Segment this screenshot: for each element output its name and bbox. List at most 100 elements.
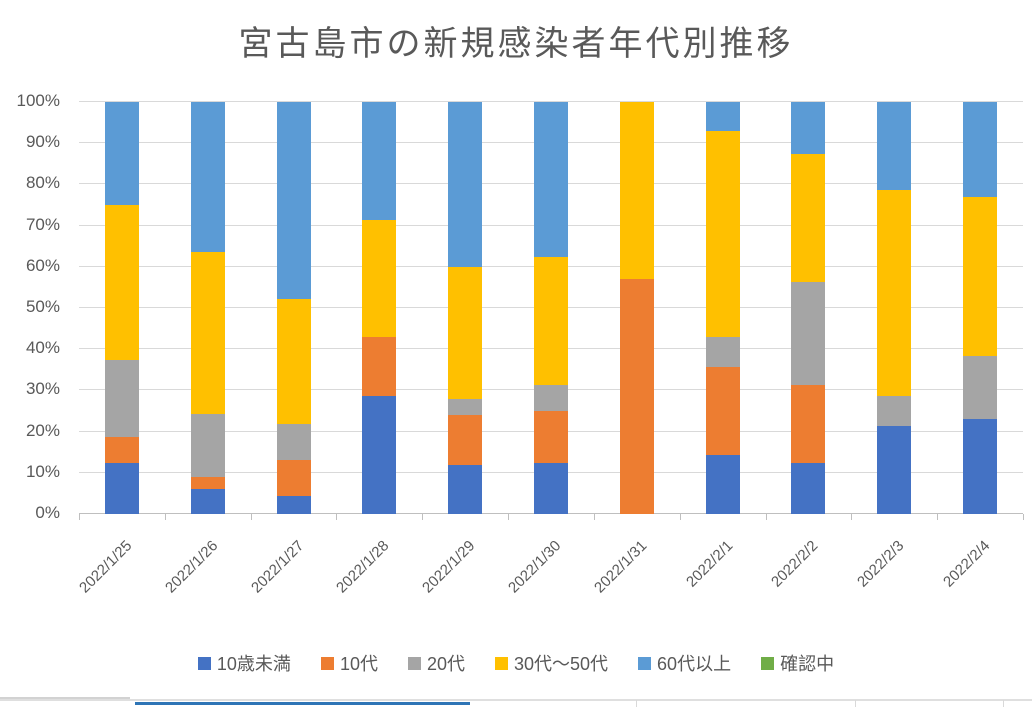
- y-tick-label[interactable]: 60%: [25, 255, 60, 275]
- bar-segment[interactable]: [276, 460, 311, 497]
- x-axis-tick: [765, 514, 767, 520]
- chart-title[interactable]: 宮古島市の新規感染者年代別推移: [238, 25, 794, 63]
- bar-column: [534, 102, 568, 514]
- x-axis-tick: [1023, 514, 1024, 520]
- bar-segment[interactable]: [362, 219, 397, 338]
- legend-item[interactable]: 20代: [407, 650, 465, 676]
- y-tick-label[interactable]: 0%: [35, 503, 60, 522]
- legend-item[interactable]: 10歳未満: [197, 650, 291, 676]
- bar-segment[interactable]: [276, 299, 311, 425]
- gridline: [79, 101, 1023, 102]
- bar-column: [791, 102, 826, 514]
- legend-swatch-icon: [638, 656, 652, 670]
- bar-segment[interactable]: [877, 190, 912, 397]
- bar-segment[interactable]: [534, 102, 568, 257]
- x-axis-tick: [593, 514, 595, 520]
- chart-legend: 10歳未満 10代 20代 30代〜50代 60代以上 確認中: [0, 650, 1032, 676]
- x-axis-tick: [937, 514, 939, 520]
- y-tick-label[interactable]: 100%: [16, 91, 60, 110]
- y-tick-label[interactable]: 10%: [25, 461, 60, 481]
- legend-item[interactable]: 30代〜50代: [495, 650, 608, 676]
- bar-segment[interactable]: [619, 102, 654, 279]
- bar-column: [705, 102, 740, 514]
- bar-segment[interactable]: [791, 462, 826, 514]
- bar-segment[interactable]: [362, 102, 397, 220]
- bar-segment[interactable]: [705, 455, 740, 514]
- bar-segment[interactable]: [877, 425, 912, 514]
- bar-segment[interactable]: [877, 102, 912, 191]
- bar-segment[interactable]: [705, 366, 740, 456]
- bar-segment[interactable]: [791, 102, 826, 154]
- bar-segment[interactable]: [448, 102, 483, 267]
- bar-segment[interactable]: [534, 256, 568, 386]
- bar-segment[interactable]: [448, 415, 483, 465]
- y-tick-label[interactable]: 80%: [25, 173, 60, 193]
- legend-swatch-icon: [407, 656, 421, 670]
- bar-segment[interactable]: [619, 278, 654, 514]
- bar-segment[interactable]: [104, 359, 139, 437]
- sheet-cell-border: [1003, 700, 1004, 707]
- bar-column: [190, 102, 225, 514]
- legend-swatch-icon: [197, 656, 211, 670]
- y-tick-label[interactable]: 40%: [25, 338, 60, 358]
- x-axis-tick: [508, 514, 510, 520]
- y-tick-label[interactable]: 20%: [25, 420, 60, 440]
- legend-label: 10代: [339, 654, 378, 674]
- bar-segment[interactable]: [104, 102, 139, 205]
- bar-segment[interactable]: [791, 282, 826, 386]
- bar-segment[interactable]: [705, 102, 740, 132]
- bar-segment[interactable]: [190, 102, 225, 252]
- legend-swatch-icon: [495, 656, 508, 670]
- x-axis-tick: [79, 514, 80, 520]
- bar-segment[interactable]: [963, 418, 998, 514]
- legend-item[interactable]: 60代以上: [638, 650, 731, 676]
- sheet-selection-border: [135, 702, 470, 705]
- legend-item[interactable]: 10代: [320, 650, 378, 676]
- bar-segment[interactable]: [963, 102, 998, 198]
- bar-segment[interactable]: [448, 464, 483, 514]
- x-axis-tick: [422, 514, 424, 520]
- bar-column: [448, 102, 483, 514]
- x-axis-tick: [250, 514, 252, 520]
- bar-segment[interactable]: [534, 385, 568, 411]
- bar-segment[interactable]: [877, 396, 912, 426]
- y-tick-label[interactable]: 90%: [25, 132, 60, 152]
- bar-segment[interactable]: [963, 355, 998, 419]
- bar-segment[interactable]: [190, 489, 225, 514]
- sheet-row-border: [0, 699, 1032, 701]
- legend-swatch-icon: [320, 656, 334, 670]
- bar-segment[interactable]: [448, 398, 483, 416]
- bar-segment[interactable]: [362, 396, 397, 514]
- bar-segment[interactable]: [791, 385, 826, 463]
- sheet-cell-border: [636, 700, 637, 707]
- bar-column: [104, 102, 139, 514]
- bar-segment[interactable]: [705, 131, 740, 338]
- bar-segment[interactable]: [791, 153, 826, 283]
- y-tick-label[interactable]: 50%: [25, 297, 60, 316]
- y-tick-label[interactable]: 30%: [25, 379, 60, 399]
- bar-segment[interactable]: [276, 496, 311, 514]
- bar-segment[interactable]: [276, 101, 311, 300]
- legend-label: 20代: [426, 654, 465, 674]
- x-axis-tick: [164, 514, 166, 520]
- bar-segment[interactable]: [448, 266, 483, 399]
- bar-segment[interactable]: [104, 205, 139, 360]
- x-axis-tick: [336, 514, 338, 520]
- bar-segment[interactable]: [534, 411, 568, 463]
- bar-column: [276, 101, 311, 514]
- bar-segment[interactable]: [190, 251, 225, 415]
- bar-segment[interactable]: [276, 424, 311, 461]
- bar-segment[interactable]: [190, 476, 225, 490]
- legend-item[interactable]: 確認中: [761, 650, 834, 676]
- bar-segment[interactable]: [104, 436, 139, 463]
- bar-segment[interactable]: [104, 462, 139, 514]
- y-tick-label[interactable]: 70%: [25, 214, 60, 234]
- bar-segment[interactable]: [362, 337, 397, 397]
- bar-segment[interactable]: [190, 414, 225, 477]
- x-axis-tick: [851, 514, 853, 520]
- bar-column: [877, 102, 912, 514]
- bar-segment[interactable]: [963, 197, 998, 356]
- bar-segment[interactable]: [705, 337, 740, 367]
- bar-segment[interactable]: [534, 462, 568, 514]
